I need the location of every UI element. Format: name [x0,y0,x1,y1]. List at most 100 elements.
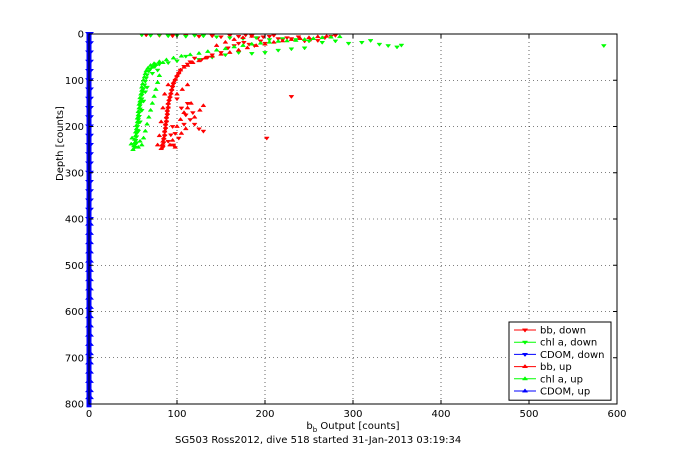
x-tick-label: 300 [343,409,362,420]
data-point [266,34,273,39]
data-point [319,40,326,45]
data-point [385,44,392,49]
x-axis-label: bb Output [counts] [306,421,399,434]
data-point [138,91,144,96]
data-point [181,64,187,69]
data-point [235,47,242,52]
data-point [191,56,198,61]
data-point [134,115,141,120]
data-point [165,104,172,109]
data-point [248,52,255,56]
data-point [174,73,180,77]
data-point [314,34,321,39]
data-point [179,87,186,91]
data-point [187,52,194,57]
data-point [154,80,161,84]
tick-layer: 0 100 200 300 400 500 600 0 100 200 300 400 500 600 70… [65,30,627,421]
data-point [213,47,220,52]
data-point [260,35,267,40]
data-point [131,140,138,145]
data-point [184,105,191,110]
data-point [164,107,171,112]
y-tick-label: 600 [65,307,84,318]
data-point [310,36,317,40]
data-point [140,99,147,104]
data-point [213,35,220,40]
data-point [263,136,270,141]
data-point [218,35,224,40]
data-point [162,124,169,129]
data-point [138,84,145,89]
data-point [204,49,211,53]
data-point [184,82,191,87]
legend-entry-label: CDOM, down [540,350,605,361]
data-point [175,70,182,75]
x-tick-label: 600 [607,409,626,420]
data-point [358,40,365,45]
data-point [187,118,194,123]
data-point [133,126,140,131]
data-point [167,90,174,95]
data-point [165,82,172,87]
data-point [163,57,170,62]
data-point [174,91,180,96]
data-point [178,130,185,135]
data-point [184,62,191,67]
data-point [235,41,242,46]
data-point [165,61,172,66]
data-point [284,36,290,41]
y-tick-label: 700 [65,353,84,364]
y-tick-label: 200 [65,122,84,133]
data-point [136,101,143,106]
data-point [130,147,136,151]
data-point [275,38,282,43]
data-point [135,144,142,149]
data-point [248,33,255,38]
data-point [169,34,176,39]
data-point [145,114,152,119]
data-point [144,121,150,126]
series-3 [154,33,330,151]
data-point [189,60,196,65]
data-point [288,95,295,99]
data-point [135,109,142,114]
data-point [177,67,184,72]
data-point [292,37,299,42]
legend-entry-label: chl a, up [540,374,583,385]
data-point [165,100,172,105]
data-point [142,71,149,76]
data-point [156,133,163,138]
data-point [191,114,198,119]
data-point [213,43,220,47]
data-point [128,141,135,146]
grid-lines [89,34,617,404]
data-point [266,39,273,44]
data-point [164,111,171,115]
y-axis-label: Depth [counts] [55,106,66,181]
data-point [398,43,405,48]
data-point [279,38,286,43]
y-tick-label: 0 [78,30,84,41]
data-point [301,37,308,41]
data-point [394,45,400,50]
data-point [189,111,196,116]
data-point [319,35,326,40]
data-point [253,43,260,47]
data-point [132,133,139,138]
data-point [163,114,170,119]
data-point [137,98,143,103]
data-point [156,73,163,77]
x-tick-label: 0 [86,409,92,420]
data-point [240,43,246,47]
data-point [138,142,145,147]
legend-swatch-marker [521,376,529,381]
data-point [140,77,147,82]
data-point [332,39,339,44]
data-point [306,39,312,44]
data-point [170,143,177,148]
data-point [262,41,268,46]
data-point [158,119,165,124]
legend-swatch-marker [521,388,529,393]
data-point [222,39,229,44]
